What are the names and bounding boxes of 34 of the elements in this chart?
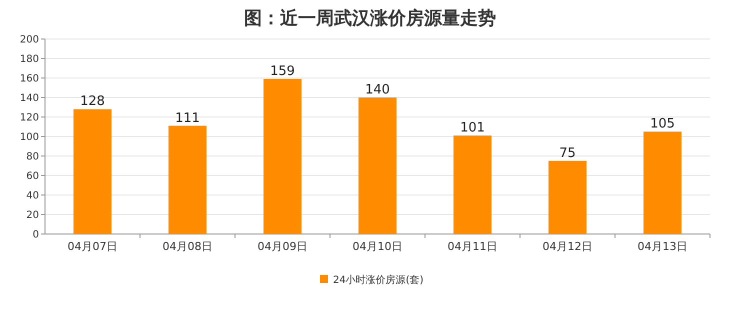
data-label: 159 (270, 64, 295, 79)
bar (74, 109, 112, 234)
x-tick-label: 04月08日 (162, 240, 212, 253)
y-tick-label: 140 (20, 93, 39, 104)
data-label: 128 (80, 94, 105, 110)
y-tick-label: 80 (26, 152, 39, 162)
y-tick-label: 40 (26, 190, 39, 202)
y-tick-label: 160 (20, 74, 39, 84)
y-tick-label: 100 (20, 132, 39, 143)
data-label: 105 (650, 116, 675, 132)
bar (454, 136, 492, 234)
bar (168, 126, 206, 234)
bar (264, 78, 302, 234)
data-label: 101 (460, 120, 485, 136)
chart-title: 图：近一周武汉涨价房源量走势 (244, 8, 496, 29)
x-tick-label: 04月11日 (448, 240, 498, 253)
bar (548, 160, 586, 234)
x-tick-label: 04月12日 (542, 240, 592, 253)
x-tick-label: 04月13日 (638, 240, 688, 253)
bar (358, 98, 396, 234)
x-tick-label: 04月07日 (68, 240, 118, 253)
x-tick-label: 04月10日 (352, 240, 402, 253)
y-tick-label: 60 (26, 171, 39, 182)
y-tick-label: 0 (32, 230, 39, 240)
data-label: 140 (365, 82, 390, 98)
legend-label: 24小时涨价房源(套) (333, 274, 424, 286)
y-tick-label: 180 (20, 54, 39, 65)
bar (644, 132, 682, 234)
data-label: 75 (559, 146, 576, 161)
data-label: 111 (175, 110, 200, 126)
y-tick-label: 120 (20, 112, 39, 124)
y-tick-label: 20 (26, 210, 39, 221)
y-tick-label: 200 (20, 34, 39, 46)
x-tick-label: 04月09日 (258, 240, 308, 253)
